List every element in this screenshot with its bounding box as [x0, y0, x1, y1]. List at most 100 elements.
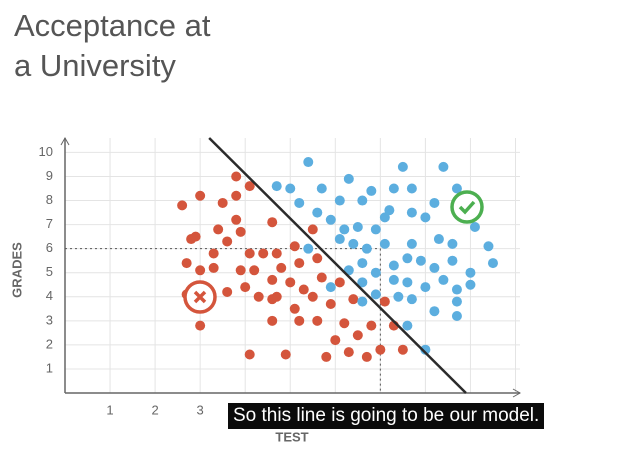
- y-tick-label: 8: [46, 192, 53, 207]
- data-point: [366, 320, 377, 331]
- data-point: [348, 238, 359, 249]
- data-point: [384, 205, 395, 216]
- y-axis-label: GRADES: [9, 242, 24, 298]
- data-point: [181, 258, 192, 269]
- data-point: [321, 351, 332, 362]
- icon-check: [458, 200, 476, 215]
- x-tick-label: 3: [197, 402, 204, 417]
- data-point: [325, 298, 336, 309]
- data-point: [271, 181, 282, 192]
- data-point: [388, 274, 399, 285]
- data-point: [483, 241, 494, 252]
- data-point: [325, 214, 336, 225]
- data-point: [303, 157, 314, 168]
- data-point: [379, 212, 390, 223]
- y-tick-label: 3: [46, 312, 53, 327]
- data-point: [244, 181, 255, 192]
- data-point: [280, 349, 291, 360]
- data-point: [379, 238, 390, 249]
- data-point: [415, 255, 426, 266]
- data-point: [271, 248, 282, 259]
- data-point: [469, 222, 480, 233]
- data-point: [447, 238, 458, 249]
- data-point: [348, 294, 359, 305]
- data-point: [195, 320, 206, 331]
- data-point: [339, 224, 350, 235]
- data-point: [388, 183, 399, 194]
- icon-circle: [450, 190, 484, 224]
- data-point: [253, 291, 264, 302]
- data-point: [339, 318, 350, 329]
- data-point: [258, 248, 269, 259]
- data-point: [177, 200, 188, 211]
- data-point: [451, 284, 462, 295]
- data-point: [366, 185, 377, 196]
- data-point: [330, 335, 341, 346]
- chart-title: Acceptance at a University: [14, 8, 211, 83]
- data-point: [208, 262, 219, 273]
- data-point: [357, 195, 368, 206]
- data-point: [231, 190, 242, 201]
- data-point: [231, 171, 242, 182]
- data-point: [451, 311, 462, 322]
- data-point: [231, 214, 242, 225]
- data-point: [267, 274, 278, 285]
- data-point: [420, 344, 431, 355]
- data-point: [276, 262, 287, 273]
- data-point: [451, 296, 462, 307]
- y-tick-label: 4: [46, 288, 53, 303]
- data-point: [267, 315, 278, 326]
- data-point: [316, 272, 327, 283]
- data-point: [303, 243, 314, 254]
- reject-icon: [183, 280, 217, 314]
- data-point: [244, 349, 255, 360]
- data-point: [388, 260, 399, 271]
- subtitle-caption: So this line is going to be our model.: [228, 403, 545, 429]
- data-point: [307, 224, 318, 235]
- data-point: [406, 294, 417, 305]
- data-point: [402, 277, 413, 288]
- data-point: [370, 224, 381, 235]
- y-tick-label: 9: [46, 168, 53, 183]
- data-point: [289, 303, 300, 314]
- data-point: [429, 262, 440, 273]
- y-tick-label: 2: [46, 336, 53, 351]
- data-point: [357, 258, 368, 269]
- data-point: [307, 291, 318, 302]
- data-point: [438, 274, 449, 285]
- data-point: [334, 277, 345, 288]
- data-point: [249, 265, 260, 276]
- data-point: [352, 222, 363, 233]
- data-point: [267, 294, 278, 305]
- data-point: [429, 197, 440, 208]
- data-point: [393, 291, 404, 302]
- data-point: [465, 279, 476, 290]
- data-point: [235, 265, 246, 276]
- data-point: [447, 255, 458, 266]
- y-tick-label: 7: [46, 216, 53, 231]
- data-point: [316, 183, 327, 194]
- data-point: [433, 234, 444, 245]
- data-point: [406, 238, 417, 249]
- data-point: [267, 217, 278, 228]
- data-point: [420, 212, 431, 223]
- data-point: [397, 161, 408, 172]
- data-point: [465, 267, 476, 278]
- x-tick-label: 1: [106, 402, 113, 417]
- data-point: [294, 315, 305, 326]
- data-point: [397, 344, 408, 355]
- data-point: [379, 296, 390, 307]
- data-point: [438, 161, 449, 172]
- data-point: [370, 267, 381, 278]
- data-point: [244, 248, 255, 259]
- data-point: [195, 265, 206, 276]
- model-line: [208, 137, 467, 394]
- data-point: [240, 282, 251, 293]
- data-point: [361, 351, 372, 362]
- data-point: [402, 320, 413, 331]
- data-point: [370, 289, 381, 300]
- data-point: [285, 183, 296, 194]
- y-tick-label: 5: [46, 264, 53, 279]
